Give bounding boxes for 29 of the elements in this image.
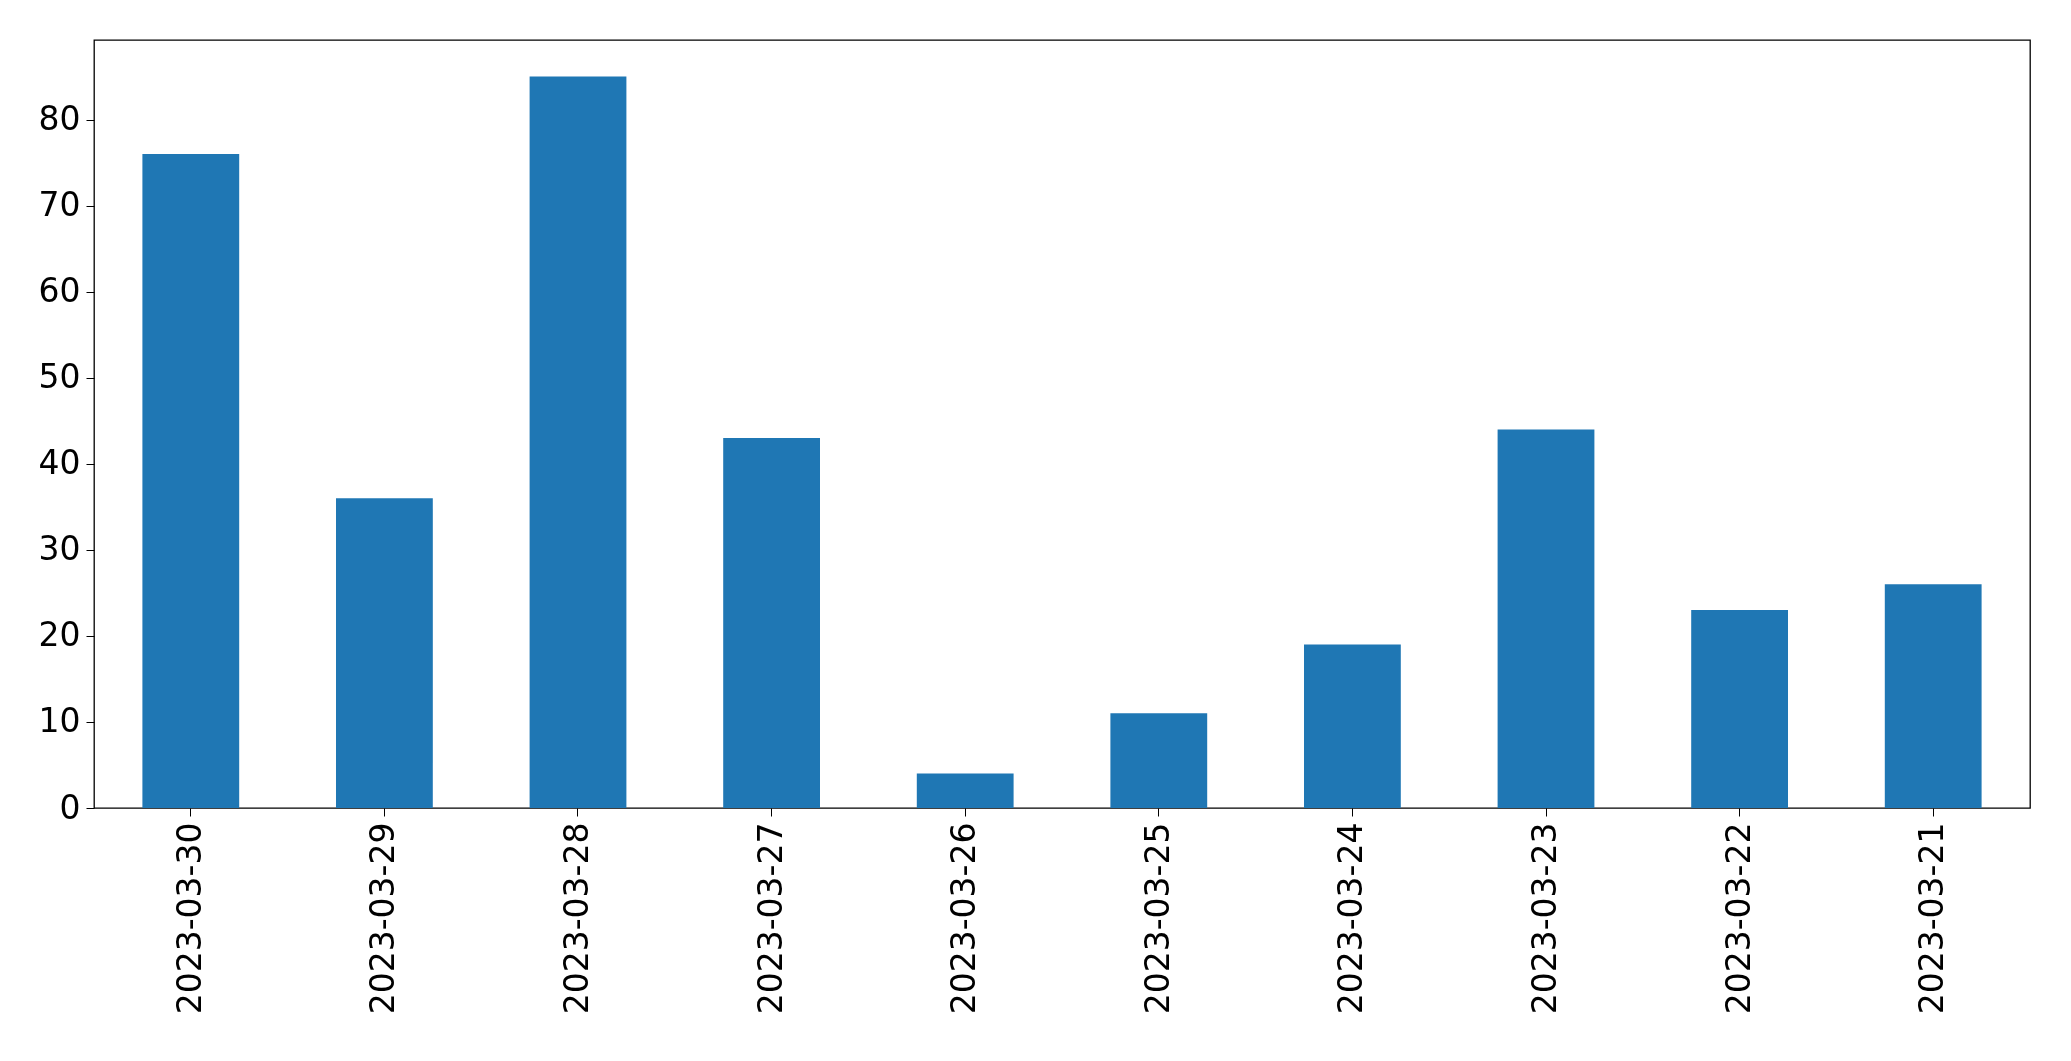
y-tick-label: 0 <box>59 787 81 827</box>
bar <box>1110 713 1208 808</box>
bar <box>529 76 627 808</box>
x-tick-label: 2023-03-22 <box>1718 822 1758 1015</box>
x-tick-label: 2023-03-29 <box>363 822 403 1015</box>
y-tick-label: 80 <box>38 99 81 139</box>
bar <box>1884 584 1982 808</box>
bar <box>916 773 1014 808</box>
y-tick-label: 50 <box>38 357 81 397</box>
x-tick-label: 2023-03-21 <box>1912 822 1952 1015</box>
bar <box>1497 429 1595 808</box>
bar <box>723 437 820 808</box>
x-tick-label: 2023-03-23 <box>1525 822 1564 1015</box>
x-tick-label: 2023-03-27 <box>750 822 790 1015</box>
x-tick-label: 2023-03-28 <box>557 822 596 1015</box>
y-tick-label: 40 <box>38 443 81 483</box>
y-tick-label: 30 <box>38 529 81 569</box>
bar <box>142 154 240 808</box>
x-tick-label: 2023-03-26 <box>944 822 984 1015</box>
y-tick-label: 70 <box>38 185 81 225</box>
x-tick-label: 2023-03-25 <box>1137 822 1177 1015</box>
y-tick-label: 10 <box>38 701 81 741</box>
y-tick-label: 60 <box>38 271 81 311</box>
x-tick-label: 2023-03-24 <box>1331 822 1371 1015</box>
bar <box>1304 644 1401 808</box>
bar <box>336 498 433 808</box>
bar <box>1691 610 1788 808</box>
y-tick-label: 20 <box>38 615 81 655</box>
x-tick-label: 2023-03-30 <box>169 822 209 1015</box>
